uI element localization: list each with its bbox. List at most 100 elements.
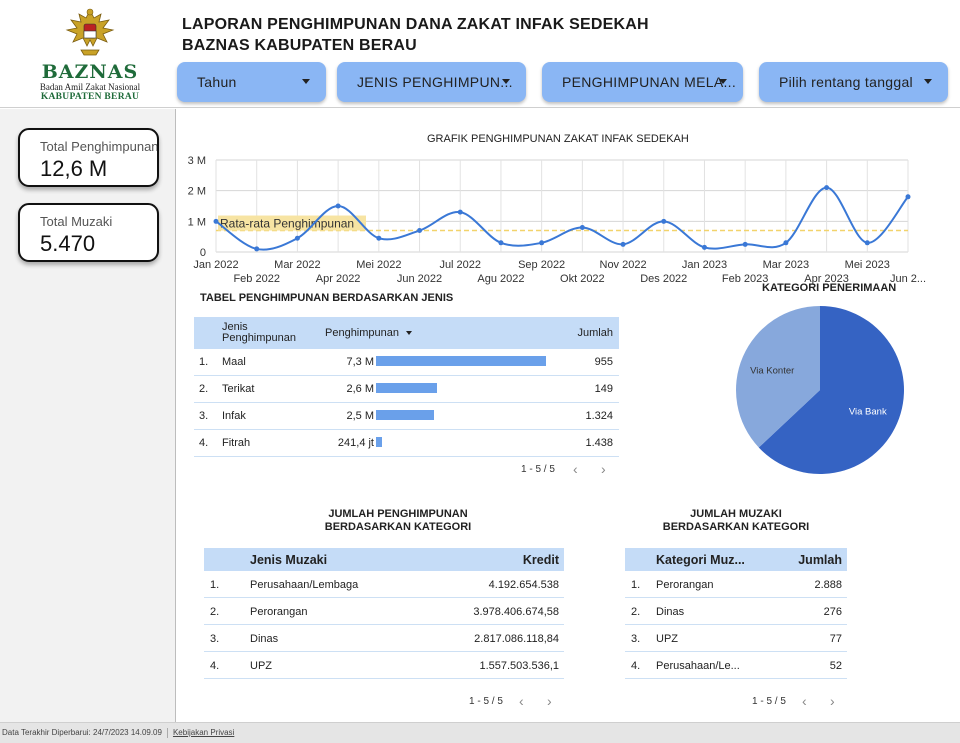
line-chart-title: GRAFIK PENGHIMPUNAN ZAKAT INFAK SEDEKAH [427,133,689,145]
next-page-icon[interactable]: › [601,461,606,477]
table-row[interactable]: 1. Perusahaan/Lembaga 4.192.654.538 [204,571,564,598]
data-point[interactable] [294,235,300,241]
muzaki-table: Kategori Muz... Jumlah 1. Perorangan 2.888… [625,548,847,690]
x-tick-label: Des 2022 [640,273,687,285]
row-jenis: Infak [222,410,246,422]
row-kredit: 3.978.406.674,58 [473,606,559,618]
col-penghimpunan-header[interactable]: Penghimpunan [325,327,413,339]
reference-label-bg [218,215,366,231]
kpi-value: 12,6 M [40,156,108,181]
kpi-label: Total Penghimpunan [40,139,159,154]
jenis-table: Jenis Penghimpunan Penghimpunan Jumlah 1… [194,317,619,462]
kpi-value: 5.470 [40,231,96,256]
col-jumlah-header[interactable]: Jumlah [798,553,842,567]
data-point[interactable] [824,185,830,191]
next-page-icon[interactable]: › [547,693,552,709]
pie-title: KATEGORI PENERIMAAN [762,282,897,294]
x-tick-label: Jan 2023 [682,259,727,271]
penghimpunan-bar [376,383,437,393]
col-jenis-header[interactable]: Jenis Penghimpunan [222,322,296,344]
data-point[interactable] [254,246,260,252]
table-row[interactable]: 2. Perorangan 3.978.406.674,58 [204,598,564,625]
row-jumlah: 276 [823,606,842,618]
row-number: 2. [631,606,641,618]
data-point[interactable] [335,203,341,209]
data-point[interactable] [457,209,463,215]
filter-tahun[interactable]: Tahun [177,62,326,102]
row-jenis-muzaki: UPZ [250,660,272,672]
penghimpunan-bar [376,356,546,366]
data-point[interactable] [539,240,545,246]
table-row[interactable]: 4. Perusahaan/Le... 52 [625,652,847,679]
col-jumlah-header[interactable]: Jumlah [577,327,613,339]
x-tick-label: Apr 2022 [316,273,361,285]
table-row[interactable]: 1. Maal 7,3 M 955 [194,349,619,376]
filter-date-range[interactable]: Pilih rentang tanggal [759,62,948,102]
data-point[interactable] [417,228,423,234]
table-row[interactable]: 4. UPZ 1.557.503.536,1 [204,652,564,679]
report-header: BAZNAS Badan Amil Zakat Nasional KABUPAT… [0,0,960,108]
brand-region: KABUPATEN BERAU [40,92,140,102]
data-point[interactable] [620,241,626,247]
pie-chart[interactable]: Via Bank Via Konter [730,300,910,480]
table-row[interactable]: 3. UPZ 77 [625,625,847,652]
row-jumlah: 1.438 [585,437,613,449]
col-kredit-header[interactable]: Kredit [522,553,559,567]
x-tick-label: Mar 2022 [274,259,320,271]
row-penghimpunan: 2,6 M [346,383,374,395]
pie-slice[interactable] [758,306,904,474]
row-number: 4. [210,660,220,672]
prev-page-icon[interactable]: ‹ [802,693,807,709]
x-tick-label: Mei 2023 [845,259,890,271]
dropdown-caret-icon [924,79,932,84]
privacy-link[interactable]: Kebijakan Privasi [172,728,235,737]
table-header: Jenis Muzaki Kredit [204,548,564,571]
table-row[interactable]: 2. Dinas 276 [625,598,847,625]
data-point[interactable] [783,240,789,246]
footer-divider [166,727,168,738]
filter-jenis-penghimpunan[interactable]: JENIS PENGHIMPUN... [337,62,526,102]
kategori-title-line2: BERDASARKAN KATEGORI [324,521,472,533]
dropdown-caret-icon [302,79,310,84]
row-number: 2. [210,606,220,618]
line-chart[interactable]: 3 M 2 M 1 M 0 Rata-rata Penghimpunan Jan 2022… [186,150,946,285]
kpi-sidebar: Total Penghimpunan 12,6 M Total Muzaki 5… [0,109,176,722]
x-tick-label: Jun 2... [890,273,926,285]
data-point[interactable] [579,224,585,230]
data-point[interactable] [376,235,382,241]
pie-slice[interactable] [736,306,820,448]
col-kategori-header[interactable]: Kategori Muz... [656,553,745,567]
pager-label: 1 - 5 / 5 [752,696,786,707]
row-kategori: UPZ [656,633,678,645]
data-point[interactable] [498,240,504,246]
dropdown-caret-icon [719,79,727,84]
y-tick-label: 2 M [188,186,206,198]
row-jumlah: 2.888 [814,579,842,591]
row-kategori: Perorangan [656,579,714,591]
prev-page-icon[interactable]: ‹ [573,461,578,477]
row-kategori: Dinas [656,606,685,618]
x-tick-label: Nov 2022 [600,259,647,271]
muzaki-title-line2: BERDASARKAN KATEGORI [662,521,810,533]
x-tick-label: Feb 2022 [233,273,279,285]
table-row[interactable]: 3. Infak 2,5 M 1.324 [194,403,619,430]
table-row[interactable]: 2. Terikat 2,6 M 149 [194,376,619,403]
next-page-icon[interactable]: › [830,693,835,709]
row-jenis: Terikat [222,383,255,395]
data-point[interactable] [661,218,667,224]
row-jumlah: 77 [829,633,842,645]
x-tick-label: Jul 2022 [439,259,481,271]
row-kredit: 4.192.654.538 [488,579,559,591]
table-row[interactable]: 1. Perorangan 2.888 [625,571,847,598]
data-point[interactable] [213,218,219,224]
table-row[interactable]: 3. Dinas 2.817.086.118,84 [204,625,564,652]
data-point[interactable] [701,244,707,250]
table-row[interactable]: 4. Fitrah 241,4 jt 1.438 [194,430,619,457]
data-point[interactable] [742,241,748,247]
filter-penghimpunan-melalui[interactable]: PENGHIMPUNAN MELA... [542,62,743,102]
data-point[interactable] [864,240,870,246]
prev-page-icon[interactable]: ‹ [519,693,524,709]
data-point[interactable] [905,194,911,200]
muzaki-title-line1: JUMLAH MUZAKI [690,508,782,520]
col-jenis-muzaki-header[interactable]: Jenis Muzaki [250,553,328,567]
